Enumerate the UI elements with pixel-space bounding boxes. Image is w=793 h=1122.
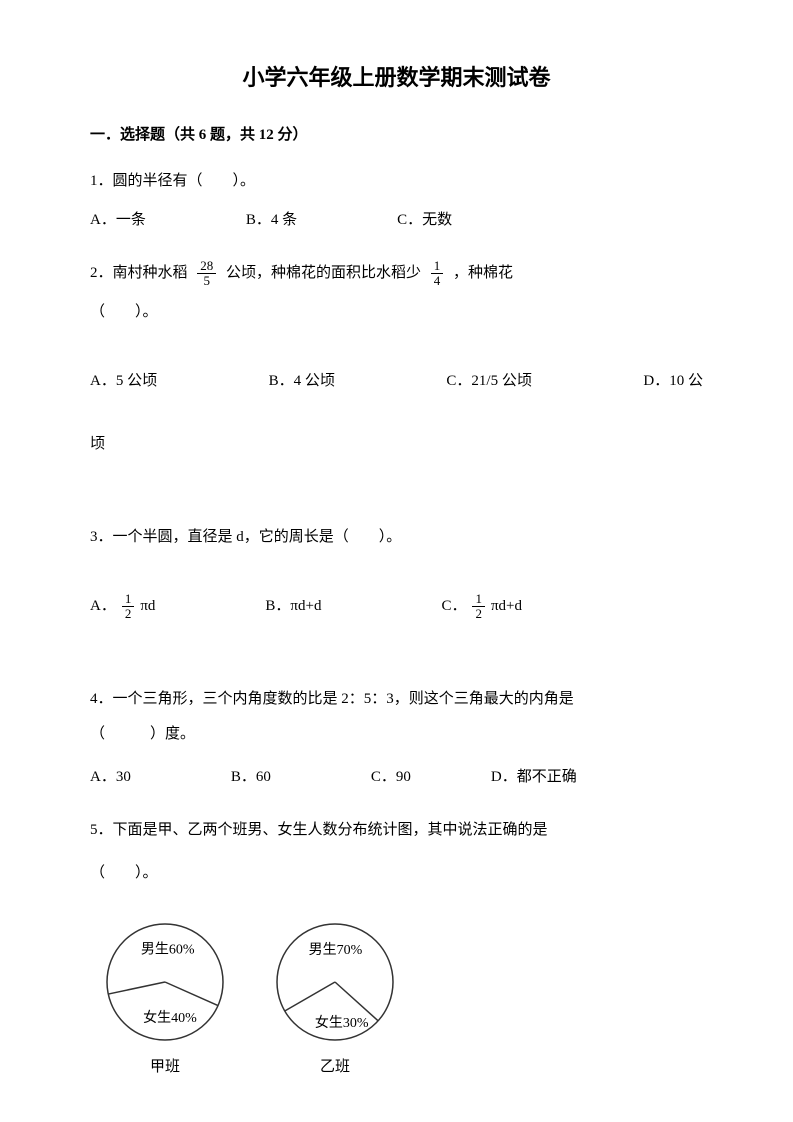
q3-opt-c-num: 1 bbox=[472, 592, 485, 607]
q4-opt-c: C．90 bbox=[371, 761, 411, 794]
q1-opt-a: A．一条 bbox=[90, 204, 146, 237]
q3-opt-a: A． 1 2 πd bbox=[90, 590, 155, 623]
q4-opt-d: D．都不正确 bbox=[491, 761, 577, 794]
q2-line1: 2．南村种水稻 28 5 公顷，种棉花的面积比水稻少 1 4 ，种棉花 bbox=[90, 257, 703, 290]
q2-frac2-num: 1 bbox=[431, 259, 444, 274]
question-5: 5．下面是甲、乙两个班男、女生人数分布统计图，其中说法正确的是 （ ）。 男生6… bbox=[90, 814, 703, 1084]
q4-line1: 4．一个三角形，三个内角度数的比是 2：5：3，则这个三角最大的内角是 bbox=[90, 683, 703, 716]
q2-frac2-den: 4 bbox=[431, 274, 444, 288]
q2-opt-a: A．5 公顷 bbox=[90, 365, 157, 398]
q3-opt-c-label: C． bbox=[441, 590, 466, 623]
q3-opt-a-num: 1 bbox=[122, 592, 135, 607]
question-4: 4．一个三角形，三个内角度数的比是 2：5：3，则这个三角最大的内角是 （ ）度… bbox=[90, 683, 703, 794]
q3-opt-a-den: 2 bbox=[122, 607, 135, 621]
q2-options: A．5 公顷 B．4 公顷 C．21/5 公顷 D．10 公 bbox=[90, 365, 703, 398]
q1-text: 1．圆的半径有（ ）。 bbox=[90, 165, 703, 198]
page-title: 小学六年级上册数学期末测试卷 bbox=[90, 60, 703, 95]
q2-opt-c: C．21/5 公顷 bbox=[446, 365, 531, 398]
q1-options: A．一条 B．4 条 C．无数 bbox=[90, 204, 703, 237]
q2-prefix: 2．南村种水稻 bbox=[90, 265, 188, 281]
q3-opt-c-den: 2 bbox=[472, 607, 485, 621]
q2-frac2: 1 4 bbox=[431, 259, 444, 289]
q2-frac1-num: 28 bbox=[197, 259, 216, 274]
q2-opt-b: B．4 公顷 bbox=[269, 365, 335, 398]
q2-opt-d-prefix: D．10 公 bbox=[643, 365, 703, 398]
q2-suffix: ，种棉花 bbox=[453, 265, 513, 281]
q2-frac1-den: 5 bbox=[201, 274, 214, 288]
q5-line1: 5．下面是甲、乙两个班男、女生人数分布统计图，其中说法正确的是 bbox=[90, 814, 703, 847]
svg-text:男生60%: 男生60% bbox=[141, 941, 195, 957]
question-3: 3．一个半圆，直径是 d，它的周长是（ ）。 A． 1 2 πd B．πd+d … bbox=[90, 521, 703, 623]
q3-text: 3．一个半圆，直径是 d，它的周长是（ ）。 bbox=[90, 521, 703, 554]
q5-line2: （ ）。 bbox=[90, 857, 703, 890]
q3-opt-a-frac: 1 2 bbox=[122, 592, 135, 622]
q3-opt-c-after: πd+d bbox=[491, 590, 522, 623]
q1-opt-b: B．4 条 bbox=[246, 204, 297, 237]
q4-opt-a: A．30 bbox=[90, 761, 131, 794]
q2-frac1: 28 5 bbox=[197, 259, 216, 289]
question-1: 1．圆的半径有（ ）。 A．一条 B．4 条 C．无数 bbox=[90, 165, 703, 237]
q2-line2: （ ）。 bbox=[90, 296, 703, 329]
q3-opt-a-label: A． bbox=[90, 590, 116, 623]
q1-opt-c: C．无数 bbox=[397, 204, 452, 237]
q4-opt-b: B．60 bbox=[231, 761, 271, 794]
pie-b-label: 乙班 bbox=[320, 1051, 350, 1084]
q3-opt-a-after: πd bbox=[140, 590, 155, 623]
q2-opt-d-line2: 顷 bbox=[90, 428, 703, 461]
svg-text:男生70%: 男生70% bbox=[309, 942, 363, 958]
q4-line2: （ ）度。 bbox=[90, 718, 703, 751]
pie-b-chart: 男生70% 女生30% bbox=[270, 920, 400, 1045]
q4-options: A．30 B．60 C．90 D．都不正确 bbox=[90, 761, 703, 794]
pie-b-wrap: 男生70% 女生30% 乙班 bbox=[270, 920, 400, 1084]
q3-opt-c: C． 1 2 πd+d bbox=[441, 590, 522, 623]
section-1-header: 一．选择题（共 6 题，共 12 分） bbox=[90, 123, 703, 147]
pie-charts-row: 男生60% 女生40% 甲班 男生70% 女生30% 乙班 bbox=[100, 920, 703, 1084]
pie-a-wrap: 男生60% 女生40% 甲班 bbox=[100, 920, 230, 1084]
q3-options: A． 1 2 πd B．πd+d C． 1 2 πd+d bbox=[90, 590, 703, 623]
q3-opt-b: B．πd+d bbox=[265, 590, 321, 623]
pie-a-chart: 男生60% 女生40% bbox=[100, 920, 230, 1045]
svg-text:女生30%: 女生30% bbox=[315, 1014, 369, 1031]
question-2: 2．南村种水稻 28 5 公顷，种棉花的面积比水稻少 1 4 ，种棉花 （ ）。… bbox=[90, 257, 703, 461]
pie-a-label: 甲班 bbox=[150, 1051, 180, 1084]
q3-opt-c-frac: 1 2 bbox=[472, 592, 485, 622]
q2-mid: 公顷，种棉花的面积比水稻少 bbox=[226, 265, 421, 281]
svg-text:女生40%: 女生40% bbox=[143, 1009, 197, 1026]
